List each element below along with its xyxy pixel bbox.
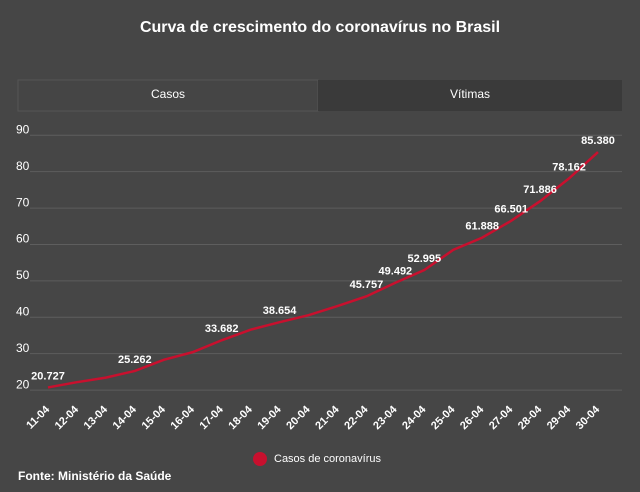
tab[interactable] <box>318 80 622 111</box>
data-line <box>47 151 599 389</box>
data-label: 52.995 <box>407 253 441 265</box>
data-label: 33.682 <box>205 323 239 335</box>
y-tick-label: 60 <box>16 232 30 246</box>
legend-label: Casos de coronavírus <box>274 453 381 465</box>
source: Fonte: Ministério da Saúde <box>18 469 172 483</box>
y-tick-label: 20 <box>16 377 30 391</box>
data-label: 20.727 <box>31 370 65 382</box>
data-label: 61.888 <box>465 221 499 233</box>
tab-active[interactable] <box>17 79 319 112</box>
tab-label[interactable]: Vítimas <box>450 87 490 101</box>
y-tick-label: 70 <box>16 195 30 209</box>
data-label: 78.162 <box>552 161 586 173</box>
data-label: 49.492 <box>379 266 413 278</box>
legend-marker <box>253 452 267 466</box>
data-label: 71.886 <box>523 184 557 196</box>
data-label: 66.501 <box>494 204 528 216</box>
chart-title: Curva de crescimento do coronavírus no B… <box>140 19 500 36</box>
data-label: 85.380 <box>581 135 615 147</box>
data-label: 25.262 <box>118 354 152 366</box>
y-tick-label: 90 <box>16 122 30 136</box>
data-label: 38.654 <box>263 305 298 317</box>
y-tick-label: 50 <box>16 268 30 282</box>
y-tick-label: 80 <box>16 159 30 173</box>
y-tick-label: 30 <box>16 341 30 355</box>
y-tick-label: 40 <box>16 304 30 318</box>
tab-label[interactable]: Casos <box>151 87 185 101</box>
data-label: 45.757 <box>350 279 384 291</box>
